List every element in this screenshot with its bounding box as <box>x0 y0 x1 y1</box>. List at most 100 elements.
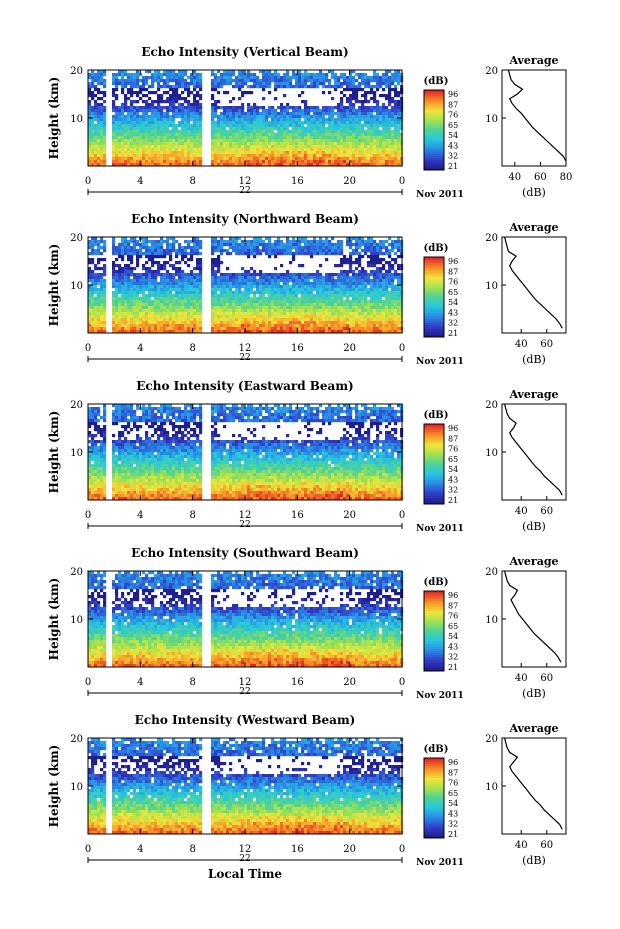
heatmap-cell <box>334 151 338 155</box>
heatmap-cell <box>355 91 359 95</box>
heatmap-cell <box>172 151 176 155</box>
heatmap-cell <box>190 103 194 107</box>
heatmap-cell <box>184 148 188 152</box>
heatmap-cell <box>124 85 128 89</box>
heatmap-cell <box>211 112 215 116</box>
heatmap-cell <box>193 100 197 104</box>
heatmap-cell <box>133 139 137 143</box>
heatmap-cell <box>169 79 173 83</box>
heatmap-cell <box>229 139 233 143</box>
heatmap-cell <box>385 294 389 298</box>
heatmap-cell <box>184 252 188 256</box>
heatmap-cell <box>220 136 224 140</box>
heatmap-cell <box>319 148 323 152</box>
heatmap-cell <box>310 73 314 77</box>
heatmap-cell <box>310 249 314 253</box>
heatmap-cell <box>94 94 98 98</box>
heatmap-cell <box>181 163 185 167</box>
heatmap-cell <box>241 121 245 125</box>
heatmap-cell <box>172 106 176 110</box>
panel-title: Echo Intensity (Vertical Beam) <box>141 45 348 59</box>
heatmap-cell <box>379 163 383 167</box>
heatmap-cell <box>211 237 215 241</box>
heatmap-cell <box>184 288 188 292</box>
heatmap-cell <box>298 285 302 289</box>
heatmap-cell <box>262 243 266 247</box>
heatmap-cell <box>88 258 92 262</box>
heatmap-cell <box>259 127 263 131</box>
heatmap-cell <box>148 91 152 95</box>
heatmap-cell <box>157 273 161 277</box>
heatmap-cell <box>250 145 254 149</box>
heatmap-cell <box>358 124 362 128</box>
heatmap-cell <box>292 309 296 313</box>
heatmap-cell <box>241 124 245 128</box>
heatmap-cell <box>376 270 380 274</box>
heatmap-cell <box>136 94 140 98</box>
heatmap-cell <box>178 294 182 298</box>
heatmap-cell <box>154 249 158 253</box>
heatmap-cell <box>253 285 257 289</box>
heatmap-cell <box>157 264 161 268</box>
heatmap-cell <box>352 106 356 110</box>
heatmap-cell <box>151 151 155 155</box>
heatmap-cell <box>391 303 395 307</box>
heatmap-cell <box>271 303 275 307</box>
heatmap-cell <box>370 264 374 268</box>
heatmap-cell <box>124 118 128 122</box>
heatmap-cell <box>121 124 125 128</box>
heatmap-cell <box>397 303 401 307</box>
heatmap-cell <box>142 163 146 167</box>
heatmap-cell <box>199 151 203 155</box>
heatmap-cell <box>277 276 281 280</box>
heatmap-cell <box>280 148 284 152</box>
heatmap-cell <box>367 100 371 104</box>
heatmap-cell <box>94 139 98 143</box>
heatmap-cell <box>256 246 260 250</box>
heatmap-cell <box>133 151 137 155</box>
heatmap-cell <box>358 306 362 310</box>
heatmap-cell <box>187 294 191 298</box>
heatmap-cell <box>286 127 290 131</box>
heatmap-cell <box>265 279 269 283</box>
heatmap-cell <box>397 79 401 83</box>
heatmap-cell <box>268 273 272 277</box>
heatmap-cell <box>169 154 173 158</box>
heatmap-cell <box>196 273 200 277</box>
heatmap-cell <box>103 142 107 146</box>
heatmap-cell <box>253 273 257 277</box>
heatmap-cell <box>361 76 365 80</box>
heatmap-cell <box>307 243 311 247</box>
heatmap-cell <box>160 139 164 143</box>
heatmap-cell <box>172 294 176 298</box>
heatmap-cell <box>289 154 293 158</box>
heatmap-cell <box>310 130 314 134</box>
heatmap-cell <box>385 145 389 149</box>
heatmap-cell <box>244 76 248 80</box>
heatmap-cell <box>229 306 233 310</box>
heatmap-cell <box>397 282 401 286</box>
heatmap-cell <box>115 279 119 283</box>
heatmap-cell <box>136 139 140 143</box>
heatmap-cell <box>169 133 173 137</box>
heatmap-cell <box>358 88 362 92</box>
heatmap-cell <box>148 303 152 307</box>
heatmap-cell <box>175 270 179 274</box>
heatmap-cell <box>130 145 134 149</box>
heatmap-cell <box>385 246 389 250</box>
heatmap-cell <box>130 142 134 146</box>
heatmap-cell <box>190 297 194 301</box>
heatmap-cell <box>352 273 356 277</box>
heatmap-cell <box>115 133 119 137</box>
heatmap-cell <box>154 139 158 143</box>
heatmap-cell <box>358 240 362 244</box>
heatmap-cell <box>316 106 320 110</box>
heatmap-cell <box>337 103 341 107</box>
heatmap-cell <box>232 118 236 122</box>
heatmap-cell <box>250 309 254 313</box>
heatmap-cell <box>238 112 242 116</box>
heatmap-cell <box>337 243 341 247</box>
heatmap-cell <box>364 130 368 134</box>
heatmap-cell <box>88 103 92 107</box>
heatmap-cell <box>316 312 320 316</box>
